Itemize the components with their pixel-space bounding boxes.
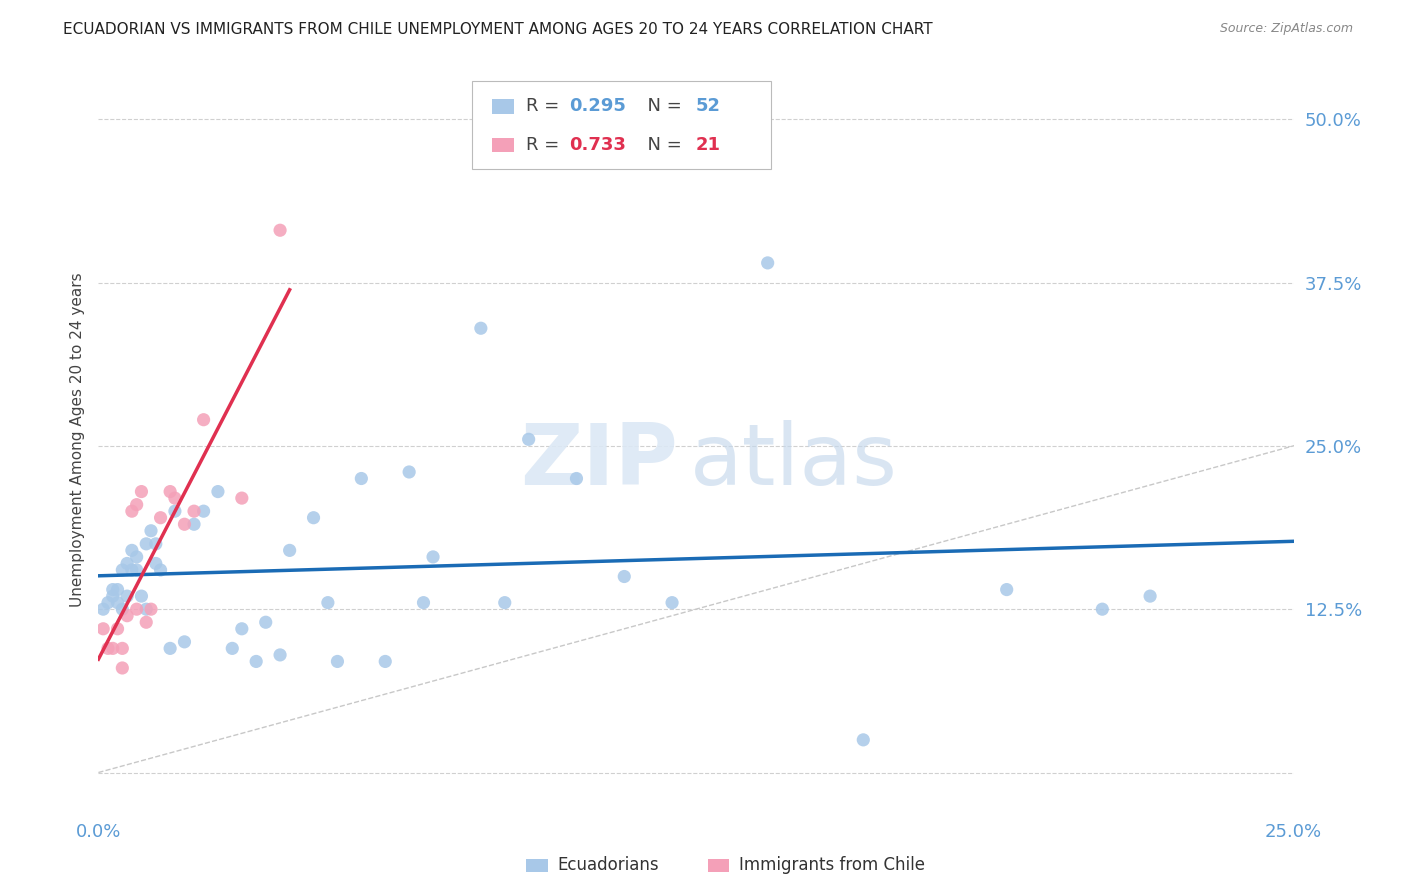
Text: N =: N = bbox=[637, 97, 688, 115]
Point bbox=[278, 543, 301, 558]
Point bbox=[163, 491, 186, 505]
Point bbox=[412, 596, 434, 610]
Point bbox=[111, 641, 134, 656]
Point bbox=[101, 582, 124, 597]
Point bbox=[131, 484, 153, 499]
Text: 21: 21 bbox=[696, 136, 721, 154]
Point bbox=[111, 661, 134, 675]
Text: Ecuadorians: Ecuadorians bbox=[557, 856, 659, 874]
Point bbox=[756, 256, 779, 270]
Point bbox=[183, 504, 205, 518]
FancyBboxPatch shape bbox=[472, 81, 772, 169]
Point bbox=[193, 413, 215, 427]
Point bbox=[121, 543, 143, 558]
Point bbox=[145, 557, 167, 571]
Point bbox=[135, 615, 157, 630]
Point bbox=[139, 524, 162, 538]
Point bbox=[350, 471, 373, 485]
Point bbox=[107, 622, 129, 636]
Point bbox=[207, 484, 229, 499]
FancyBboxPatch shape bbox=[709, 859, 730, 872]
Point bbox=[101, 641, 124, 656]
Text: ECUADORIAN VS IMMIGRANTS FROM CHILE UNEMPLOYMENT AMONG AGES 20 TO 24 YEARS CORRE: ECUADORIAN VS IMMIGRANTS FROM CHILE UNEM… bbox=[63, 22, 934, 37]
Point bbox=[135, 602, 157, 616]
Point bbox=[125, 549, 148, 564]
Point bbox=[159, 484, 181, 499]
Point bbox=[494, 596, 516, 610]
Text: atlas: atlas bbox=[690, 420, 898, 503]
Text: 0.733: 0.733 bbox=[569, 136, 626, 154]
Point bbox=[995, 582, 1018, 597]
Point bbox=[326, 655, 349, 669]
Text: Immigrants from Chile: Immigrants from Chile bbox=[740, 856, 925, 874]
Text: ZIP: ZIP bbox=[520, 420, 678, 503]
Point bbox=[149, 563, 172, 577]
FancyBboxPatch shape bbox=[526, 859, 548, 872]
Point bbox=[139, 602, 162, 616]
Point bbox=[422, 549, 444, 564]
Y-axis label: Unemployment Among Ages 20 to 24 years: Unemployment Among Ages 20 to 24 years bbox=[69, 272, 84, 607]
Point bbox=[231, 491, 253, 505]
Point bbox=[111, 563, 134, 577]
Point bbox=[97, 596, 120, 610]
Point bbox=[149, 510, 172, 524]
Point bbox=[125, 498, 148, 512]
FancyBboxPatch shape bbox=[492, 99, 515, 113]
Text: R =: R = bbox=[526, 136, 565, 154]
Text: 52: 52 bbox=[696, 97, 721, 115]
Point bbox=[101, 589, 124, 603]
Text: N =: N = bbox=[637, 136, 688, 154]
Point bbox=[125, 602, 148, 616]
Point bbox=[173, 635, 195, 649]
Point bbox=[254, 615, 277, 630]
FancyBboxPatch shape bbox=[492, 138, 515, 153]
Point bbox=[163, 504, 186, 518]
Point bbox=[115, 589, 138, 603]
Point bbox=[145, 537, 167, 551]
Point bbox=[121, 504, 143, 518]
Point bbox=[470, 321, 492, 335]
Point bbox=[115, 608, 138, 623]
Point bbox=[221, 641, 243, 656]
Point bbox=[193, 504, 215, 518]
Point bbox=[661, 596, 683, 610]
Point bbox=[269, 648, 291, 662]
Text: 0.295: 0.295 bbox=[569, 97, 626, 115]
Point bbox=[1139, 589, 1161, 603]
Point bbox=[231, 622, 253, 636]
Point bbox=[107, 596, 129, 610]
Point bbox=[107, 582, 129, 597]
Point bbox=[245, 655, 267, 669]
Point bbox=[613, 569, 636, 583]
Point bbox=[135, 537, 157, 551]
Text: R =: R = bbox=[526, 97, 565, 115]
Point bbox=[91, 622, 114, 636]
Point bbox=[565, 471, 588, 485]
Point bbox=[269, 223, 291, 237]
Point bbox=[316, 596, 339, 610]
Point bbox=[125, 563, 148, 577]
Point bbox=[517, 433, 540, 447]
Point bbox=[115, 557, 138, 571]
Point bbox=[183, 517, 205, 532]
Point bbox=[302, 510, 325, 524]
Point bbox=[121, 563, 143, 577]
Point bbox=[1091, 602, 1114, 616]
Point bbox=[97, 641, 120, 656]
Point bbox=[159, 641, 181, 656]
Point bbox=[374, 655, 396, 669]
Text: Source: ZipAtlas.com: Source: ZipAtlas.com bbox=[1219, 22, 1353, 36]
Point bbox=[398, 465, 420, 479]
Point bbox=[852, 732, 875, 747]
Point bbox=[91, 602, 114, 616]
Point bbox=[173, 517, 195, 532]
Point bbox=[131, 589, 153, 603]
Point bbox=[111, 602, 134, 616]
